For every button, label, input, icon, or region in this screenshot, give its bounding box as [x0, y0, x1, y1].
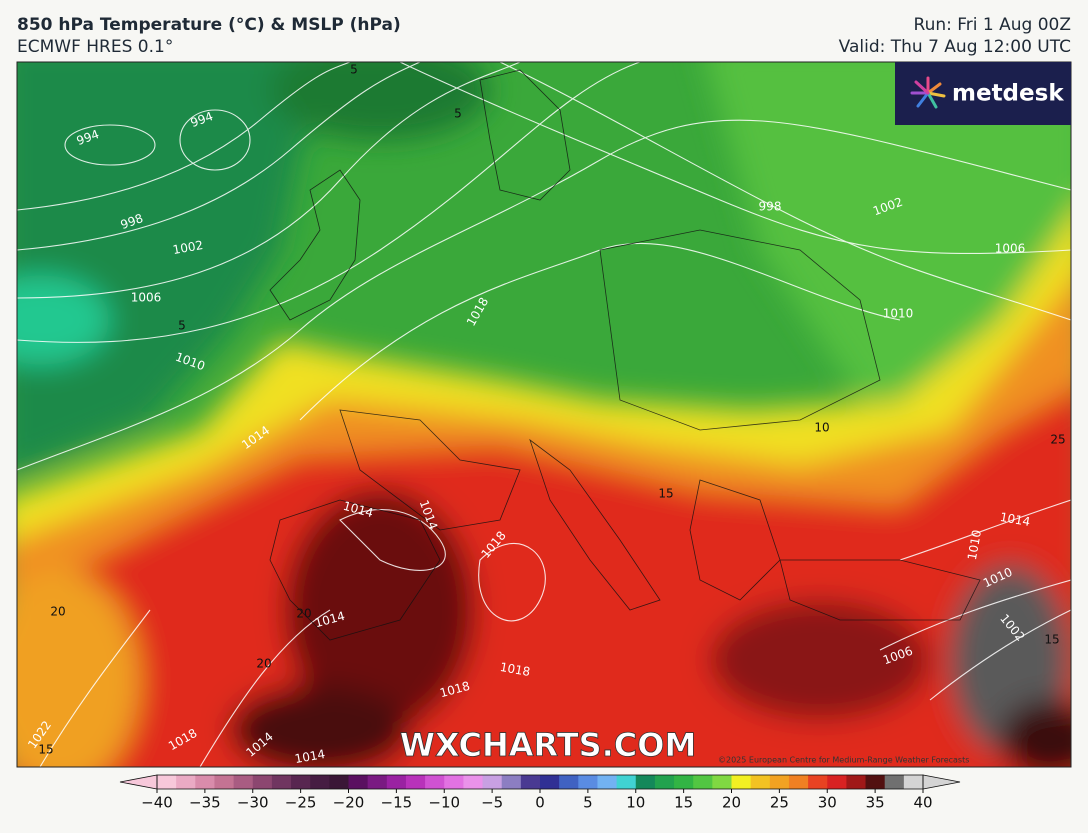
colorbar-bin	[291, 775, 311, 789]
colorbar-tick-label: −25	[285, 794, 317, 812]
colorbar-tick-label: −5	[481, 794, 503, 812]
run-time: Run: Fri 1 Aug 00Z	[914, 15, 1071, 35]
colorbar-tick-label: −15	[381, 794, 413, 812]
colorbar-bin	[176, 775, 196, 789]
colorbar-tick-label: −40	[141, 794, 173, 812]
colorbar-bin	[540, 775, 560, 789]
colorbar-bin	[654, 775, 675, 789]
colorbar-tick-label: 15	[674, 794, 693, 812]
colorbar-bin	[693, 775, 713, 789]
colorbar-tick-label: 10	[626, 794, 645, 812]
colorbar-bin	[731, 775, 752, 789]
title: 850 hPa Temperature (°C) & MSLP (hPa)	[17, 15, 401, 35]
colorbar-tick-label: 35	[866, 794, 885, 812]
colorbar-tick-label: 20	[722, 794, 741, 812]
isobar-label: 998	[759, 200, 782, 214]
temperature-label: 20	[296, 607, 311, 621]
colorbar-bin	[463, 775, 484, 789]
copyright: ©2025 European Centre for Medium-Range W…	[718, 756, 969, 765]
logo: metdesk	[895, 62, 1071, 125]
isobar-label: 1014	[294, 747, 327, 766]
colorbar-bin	[271, 775, 292, 789]
colorbar-bin	[425, 775, 445, 789]
colorbar-bin	[808, 775, 828, 789]
colorbar: −40 −35 −30 −25 −20 −15 −10 −5 0 5 10 15 20 25 30 35 40	[119, 774, 961, 812]
colorbar-bin	[788, 775, 809, 789]
colorbar-bin	[444, 775, 464, 789]
colorbar-tick-label: −30	[237, 794, 269, 812]
temperature-label: 10	[814, 421, 829, 435]
colorbar-bin	[348, 775, 369, 789]
colorbar-bin	[214, 775, 235, 789]
colorbar-bin	[884, 775, 905, 789]
colorbar-tick-label: 25	[770, 794, 789, 812]
colorbar-bin	[597, 775, 618, 789]
colorbar-bin	[157, 775, 177, 789]
isobar-label: 1010	[965, 529, 984, 562]
colorbar-bin	[674, 775, 694, 789]
temperature-label: 5	[350, 63, 358, 77]
temperature-label: 20	[50, 605, 65, 619]
colorbar-bin	[827, 775, 847, 789]
temperature-label: 20	[256, 657, 271, 671]
colorbar-bin	[559, 775, 579, 789]
colorbar-bin	[233, 775, 254, 789]
colorbar-bin	[310, 775, 330, 789]
temperature-label: 15	[658, 487, 673, 501]
colorbar-bin	[195, 775, 215, 789]
colorbar-bin	[520, 775, 541, 789]
colorbar-bin	[712, 775, 732, 789]
colorbar-bin	[501, 775, 522, 789]
isobar-label: 1014	[999, 510, 1032, 529]
temperature-label: 15	[38, 743, 53, 757]
watermark: WXCHARTS.COM	[400, 726, 697, 764]
subtitle: ECMWF HRES 0.1°	[17, 37, 173, 57]
temperature-label: 5	[454, 107, 462, 121]
colorbar-tick-label: 30	[818, 794, 837, 812]
colorbar-bin	[252, 775, 273, 789]
colorbar-bin	[750, 775, 771, 789]
logo-text: metdesk	[952, 81, 1064, 107]
colorbar-bin	[865, 775, 886, 789]
colorbar-tick-label: −20	[333, 794, 365, 812]
colorbar-arrow-right	[922, 774, 961, 790]
colorbar-bin	[405, 775, 426, 789]
valid-time: Valid: Thu 7 Aug 12:00 UTC	[839, 37, 1071, 57]
colorbar-tick-label: 0	[535, 794, 545, 812]
colorbar-bin	[386, 775, 407, 789]
colorbar-tick-label: −35	[189, 794, 221, 812]
colorbar-tick-label: 5	[583, 794, 593, 812]
temperature-label: 15	[1044, 633, 1059, 647]
colorbar-bin	[329, 775, 349, 789]
isobar-label: 1018	[499, 660, 532, 679]
isobar-label: 1002	[172, 238, 205, 257]
colorbar-bin	[769, 775, 790, 789]
colorbar-bin	[903, 775, 924, 789]
colorbar-bin	[635, 775, 656, 789]
temperature-label: 5	[178, 319, 186, 333]
temperature-label: 25	[1050, 433, 1065, 447]
colorbar-bin	[482, 775, 503, 789]
isobar-label: 1006	[131, 291, 162, 305]
colorbar-tick-label: −10	[428, 794, 460, 812]
colorbar-bin	[367, 775, 388, 789]
isobar-label: 1006	[995, 242, 1026, 256]
colorbar-bin	[578, 775, 598, 789]
colorbar-arrow-left	[119, 774, 158, 790]
colorbar-bin	[616, 775, 637, 789]
colorbar-tick-label: 40	[913, 794, 932, 812]
isobar-label: 1010	[883, 307, 914, 321]
colorbar-bin	[846, 775, 867, 789]
